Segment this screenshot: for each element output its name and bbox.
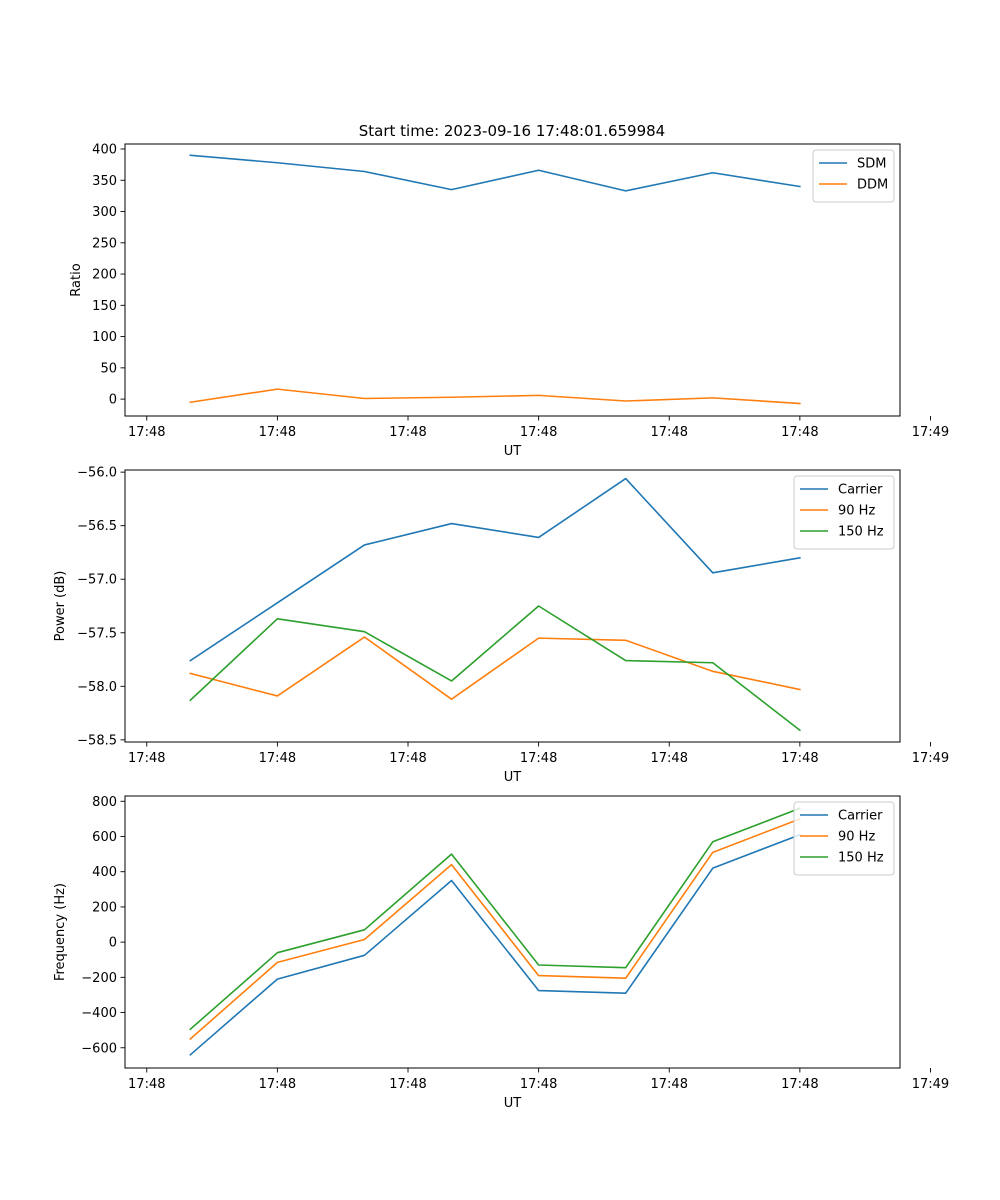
panel-2-y-tick-label-3: −57.5 <box>77 626 117 641</box>
panel-1-x-tick-label-5: 17:48 <box>651 425 688 440</box>
panel-3-x-tick-label-3: 17:48 <box>389 1077 426 1092</box>
panel-2-y-tick-label-1: −58.5 <box>77 733 117 748</box>
panel-3-series-line-carrier <box>189 833 801 1056</box>
panel-3-y-tick-label-4: 0 <box>109 936 117 951</box>
panel-2-x-tick-label-4: 17:48 <box>520 751 557 766</box>
panel-2-axes-frame <box>124 469 901 743</box>
panel-1-x-tick-label-4: 17:48 <box>520 425 557 440</box>
panel-2-legend-label-150-hz: 150 Hz <box>838 525 884 540</box>
panel-2-series-line-150-hz <box>189 605 801 732</box>
panel-3-y-tick-label-8: 800 <box>92 795 117 810</box>
panel-3-y-tick-label-7: 600 <box>92 830 117 845</box>
panel-2-x-tick-label-7: 17:49 <box>912 751 949 766</box>
panel-3-legend-label-90-hz: 90 Hz <box>838 830 875 845</box>
panel-3-y-tick-label-5: 200 <box>92 900 117 915</box>
panel-2-y-tick-label-5: −56.5 <box>77 519 117 534</box>
panel-1-y-tick-label-5: 200 <box>92 268 117 283</box>
panel-3-x-axis-label: UT <box>504 1096 522 1111</box>
panel-1-legend-label-ddm: DDM <box>857 178 888 193</box>
panel-1-y-axis-label: Ratio <box>69 263 84 296</box>
panel-2-series-line-90-hz <box>189 636 801 700</box>
panel-2-y-axis-label: Power (dB) <box>53 571 68 642</box>
panel-1-y-tick-label-8: 350 <box>92 174 117 189</box>
panel-3-axes: 17:48 17:48 17:48 17:48 17:48 17:48 17:49 −600 −… <box>53 795 949 1111</box>
panel-1-x-tick-label-1: 17:48 <box>128 425 165 440</box>
panel-3-legend-label-150-hz: 150 Hz <box>838 851 884 866</box>
panel-3-y-tick-label-3: −200 <box>81 971 117 986</box>
panel-3-x-tick-label-6: 17:48 <box>781 1077 818 1092</box>
panel-1-y-tick-label-7: 300 <box>92 205 117 220</box>
panel-1-y-tick-label-9: 400 <box>92 143 117 158</box>
panel-2-legend-label-90-hz: 90 Hz <box>838 504 875 519</box>
panel-3-series-line-150-hz <box>189 807 801 1031</box>
panel-1-x-axis-label: UT <box>504 444 522 459</box>
panel-1-x-tick-label-6: 17:48 <box>781 425 818 440</box>
panel-3-y-axis-label: Frequency (Hz) <box>53 883 68 981</box>
chart-title: Start time: 2023-09-16 17:48:01.659984 <box>359 122 665 140</box>
panel-1-x-tick-label-2: 17:48 <box>259 425 296 440</box>
panel-2-x-tick-label-3: 17:48 <box>389 751 426 766</box>
panel-2-x-tick-label-5: 17:48 <box>651 751 688 766</box>
panel-2-x-tick-label-2: 17:48 <box>259 751 296 766</box>
panel-3-series-line-90-hz <box>189 817 801 1041</box>
panel-2-legend-label-carrier: Carrier <box>838 483 883 498</box>
panel-2-x-tick-label-1: 17:48 <box>128 751 165 766</box>
panel-2-series-line-carrier <box>189 477 801 662</box>
panel-1-legend: SDM DDM <box>812 149 895 203</box>
panel-2-x-tick-label-6: 17:48 <box>781 751 818 766</box>
panel-3-x-tick-label-7: 17:49 <box>912 1077 949 1092</box>
panel-2-y-tick-label-2: −58.0 <box>77 680 117 695</box>
panel-1-y-tick-label-4: 150 <box>92 299 117 314</box>
panel-2-axes: 17:48 17:48 17:48 17:48 17:48 17:48 17:49 −58.5… <box>53 466 949 785</box>
panel-3-legend: Carrier 90 Hz 150 Hz <box>793 801 895 876</box>
panel-1-axes: 17:48 17:48 17:48 17:48 17:48 17:48 17:49 0 50 10… <box>69 143 949 459</box>
panel-3-legend-label-carrier: Carrier <box>838 809 883 824</box>
panel-3-x-tick-label-4: 17:48 <box>520 1077 557 1092</box>
panel-2-legend: Carrier 90 Hz 150 Hz <box>793 475 895 550</box>
panel-3-axes-frame <box>124 795 901 1069</box>
panel-1-y-tick-label-1: 0 <box>109 393 117 408</box>
panel-1-y-tick-label-6: 250 <box>92 236 117 251</box>
panel-2-y-tick-label-6: −56.0 <box>77 466 117 481</box>
panel-1-y-tick-label-2: 50 <box>100 361 117 376</box>
panel-3-y-tick-label-1: −600 <box>81 1041 117 1056</box>
panel-3-x-tick-label-5: 17:48 <box>651 1077 688 1092</box>
panel-1-legend-label-sdm: SDM <box>857 157 886 172</box>
panel-1-series-line-sdm <box>189 154 801 192</box>
panel-2-y-tick-label-4: −57.0 <box>77 573 117 588</box>
panel-1-series-line-ddm <box>189 388 801 405</box>
panel-3-y-tick-label-6: 400 <box>92 865 117 880</box>
panel-1-y-tick-label-3: 100 <box>92 330 117 345</box>
panel-3-y-tick-label-2: −400 <box>81 1006 117 1021</box>
panel-1-x-tick-label-7: 17:49 <box>912 425 949 440</box>
panel-1-x-tick-label-3: 17:48 <box>389 425 426 440</box>
panel-2-x-axis-label: UT <box>504 770 522 785</box>
panel-3-x-tick-label-2: 17:48 <box>259 1077 296 1092</box>
panel-3-x-tick-label-1: 17:48 <box>128 1077 165 1092</box>
panel-1-axes-frame <box>124 143 901 417</box>
